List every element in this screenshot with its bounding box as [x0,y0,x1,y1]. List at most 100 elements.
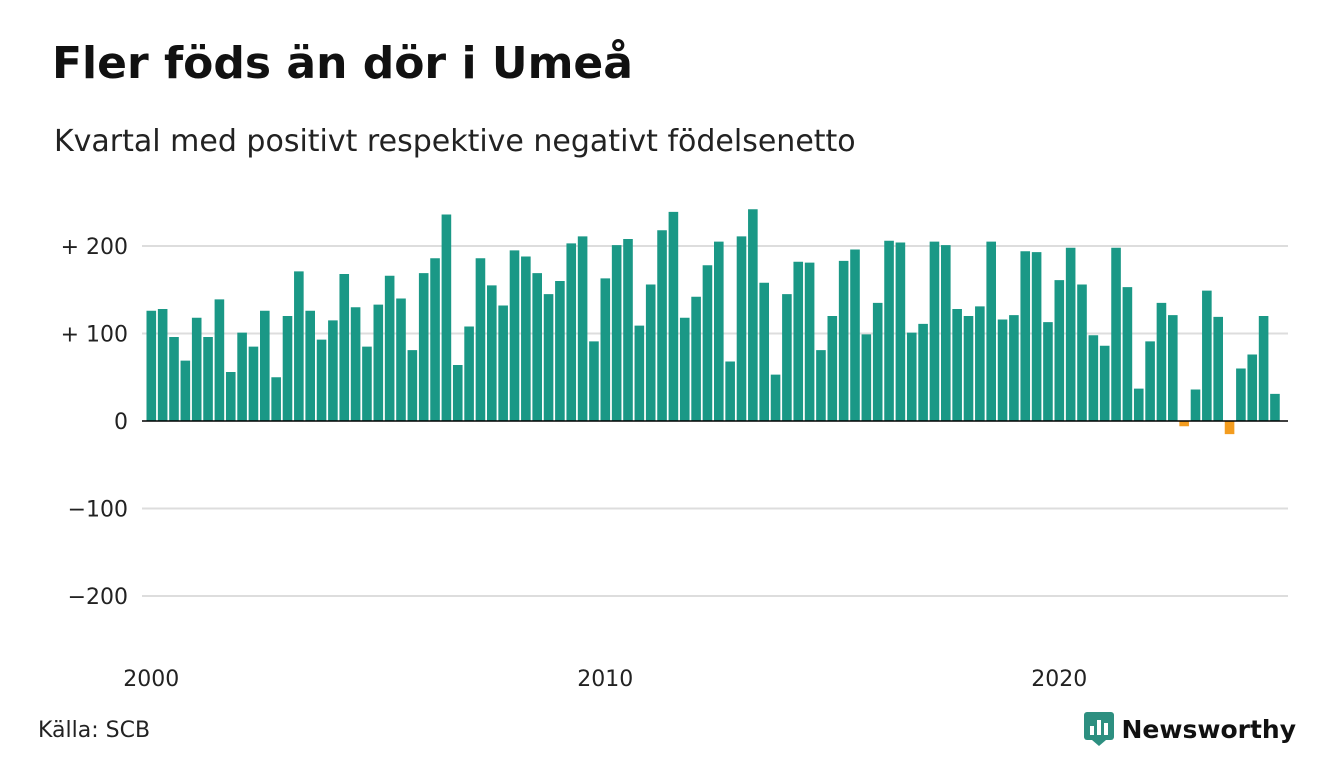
bar [793,261,804,421]
bar [452,365,463,421]
bar [827,316,838,421]
bar [214,299,225,421]
bar [1099,345,1110,421]
bar [282,316,293,421]
bar [1088,335,1099,421]
bar [498,305,508,421]
bar [884,240,894,421]
bar [225,372,236,421]
bar [895,242,906,421]
bar [1247,354,1258,421]
bar [1145,341,1155,421]
bar [725,361,735,421]
bar [203,337,213,421]
bar [191,317,202,421]
bar [441,214,452,421]
bar [1236,368,1246,421]
bar [532,273,542,421]
bar [475,258,486,421]
bar [816,350,826,421]
brand-name: Newsworthy [1121,714,1297,744]
bar-chart: + 200 + 100 0 −100 −200 2000 2010 2020 [61,209,1288,692]
bar [668,211,679,421]
bar [248,346,259,421]
bar [328,320,338,421]
y-tick-label: 0 [114,410,128,435]
x-tick-label: 2000 [123,667,179,692]
bar [1179,421,1189,427]
bar [1020,251,1031,421]
bar [906,332,917,421]
bar [1054,280,1065,421]
bar [157,309,168,421]
newsworthy-logo-icon [1083,712,1114,746]
bar [407,350,418,421]
bar [1111,247,1121,421]
bar [1133,388,1144,421]
bar [623,239,633,421]
y-tick-label: + 200 [61,235,128,260]
bar [589,341,599,421]
bar [521,256,531,421]
bar [1168,315,1178,421]
bar [362,346,372,421]
bar [169,337,179,421]
bar [487,285,497,421]
bar [1258,316,1269,421]
bar [1009,315,1019,421]
bar [918,323,928,421]
bar [350,307,361,421]
bar [702,265,713,421]
bar [850,249,860,421]
bar [691,296,701,421]
bar [600,278,611,421]
brand-logo: Newsworthy [1083,712,1297,746]
chart-subtitle: Kvartal med positivt respektive negativt… [54,124,856,159]
bar [464,326,474,421]
bar [714,241,724,421]
bar [294,271,304,421]
bar [1224,421,1235,435]
bar [237,332,247,421]
bar [1213,316,1223,421]
bar [180,360,191,421]
bar [941,245,951,421]
bar [384,275,395,421]
bar [1031,252,1042,421]
bar [952,309,962,421]
bar [975,306,985,421]
bar [736,236,747,421]
bar [146,310,157,421]
bar [396,298,406,421]
bar [1156,302,1167,421]
bar [986,241,996,421]
bar [929,241,940,421]
bar [1043,322,1053,421]
bar [872,302,883,421]
bar [611,245,622,421]
bar [430,258,440,421]
bar [260,310,270,421]
bar [997,319,1008,421]
bar [1270,393,1280,421]
y-tick-label: −200 [68,585,128,610]
bar [555,281,565,421]
bar [657,230,667,421]
bar [566,243,577,421]
bar [1202,290,1212,421]
bar [1065,247,1076,421]
x-axis-labels: 2000 2010 2020 [123,667,1087,692]
bar [759,282,769,421]
bar [634,325,645,421]
bar [418,273,429,421]
bar [861,334,872,421]
bar [804,262,815,421]
y-axis-labels: + 200 + 100 0 −100 −200 [61,235,128,610]
bar [339,274,350,421]
x-tick-label: 2020 [1031,667,1087,692]
bar [271,377,281,421]
bar [1190,389,1201,421]
bar [679,317,690,421]
y-tick-label: −100 [68,498,128,523]
bar [509,250,520,421]
